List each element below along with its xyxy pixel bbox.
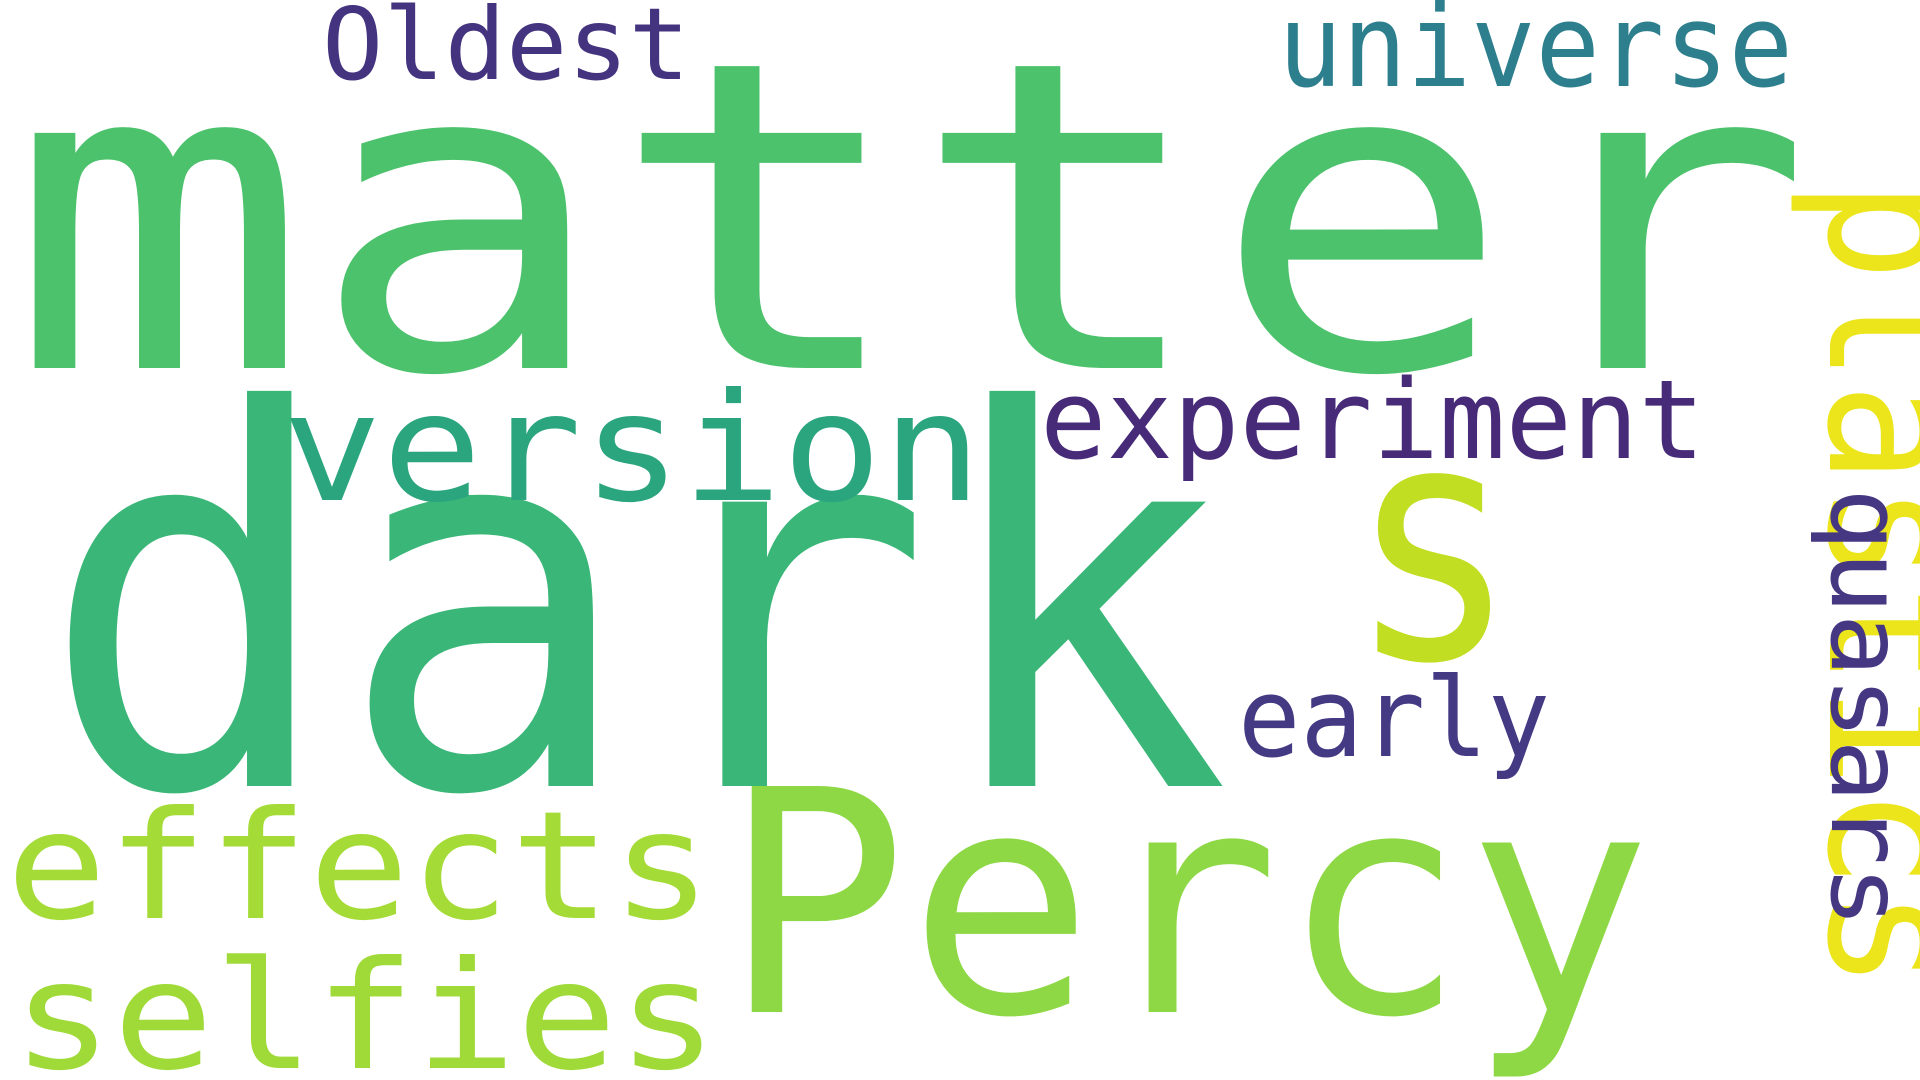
word-matter: matter — [8, 0, 1813, 470]
word-early: early — [1238, 654, 1550, 782]
word-version: version — [282, 362, 982, 536]
word-selfies: selfies — [12, 930, 718, 1080]
word-experiment: experiment — [1040, 356, 1705, 484]
word-effects: effects — [6, 780, 712, 954]
word-plastics: plastics — [1786, 180, 1920, 990]
word-s: s — [1348, 352, 1518, 736]
word-quasars: quasars — [1808, 488, 1920, 928]
word-oldest: Oldest — [322, 0, 690, 103]
word-percy: Percy — [722, 725, 1652, 1080]
word-dark: dark — [40, 303, 1230, 909]
word-universe: universe — [1278, 0, 1793, 114]
